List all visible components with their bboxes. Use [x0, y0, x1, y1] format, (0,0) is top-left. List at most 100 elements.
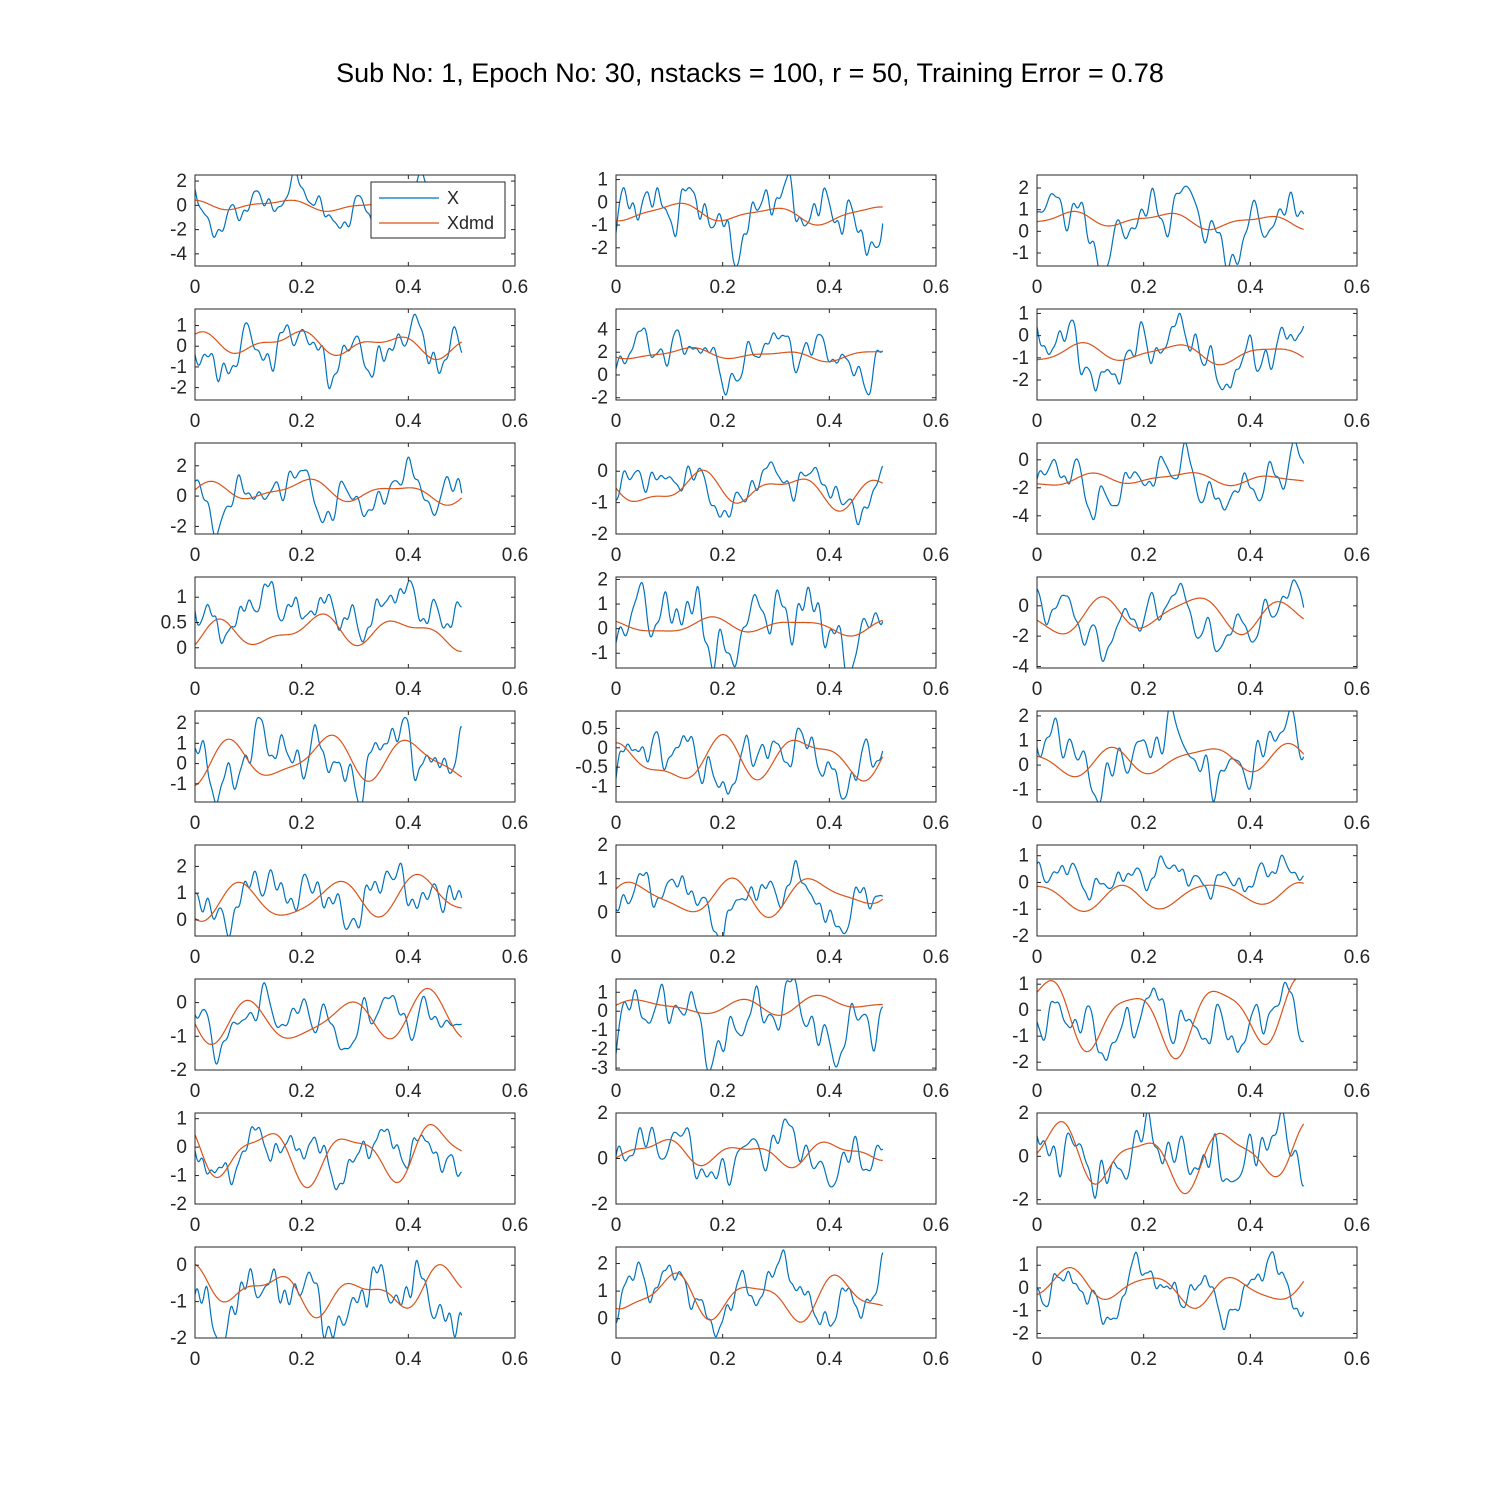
y-tick-label: 1	[597, 982, 608, 1003]
x-tick-label: 0.2	[709, 679, 735, 700]
x-tick-label: 0.4	[1237, 947, 1264, 968]
x-tick-label: 0.6	[502, 1081, 528, 1102]
axes-box	[1036, 576, 1358, 669]
y-tick-label: -2	[170, 220, 187, 241]
subplot-23: 0 0.2 0.4 0.620-2	[591, 1103, 949, 1236]
series-x-line	[616, 327, 884, 396]
y-tick-label: -2	[591, 388, 608, 409]
subplot-16: 0 0.2 0.4 0.6 2 1 0	[176, 844, 528, 968]
y-tick-label: -2	[170, 378, 187, 399]
y-tick-label: 0	[176, 1137, 187, 1158]
x-tick-label: 0	[190, 1215, 201, 1236]
x-tick-label: 0	[611, 679, 622, 700]
y-tick-label: 1	[1018, 846, 1029, 867]
y-tick-label: 1	[1018, 974, 1029, 995]
x-tick-label: 0.2	[1130, 545, 1156, 566]
y-tick-label: 0	[597, 1149, 608, 1170]
subplot-2: 0 0.2 0.4 0.610-1-2	[591, 170, 949, 298]
series-xdmd-line	[195, 613, 462, 653]
x-tick-label: 0.4	[816, 545, 843, 566]
x-tick-label: 0.4	[395, 277, 422, 298]
series-x-line	[1037, 312, 1305, 392]
x-tick-label: 0	[190, 1081, 201, 1102]
y-tick-label: -1	[170, 1166, 187, 1187]
x-tick-label: 0.4	[395, 679, 422, 700]
series-x-line	[1037, 185, 1305, 266]
y-tick-label: 0	[176, 336, 187, 357]
series-x-line	[1037, 443, 1305, 521]
axes-box	[194, 442, 516, 535]
subplot-26: 0 0.2 0.4 0.6 2 1 0	[597, 1246, 949, 1370]
axes-box	[194, 308, 516, 401]
x-tick-label: 0.6	[923, 411, 949, 432]
y-tick-label: -1	[1012, 243, 1029, 264]
series-xdmd-line	[195, 1263, 463, 1319]
x-tick-label: 0.4	[395, 545, 422, 566]
y-tick-label: -3	[591, 1058, 608, 1079]
series-x-line	[616, 175, 884, 266]
x-tick-label: 0	[190, 277, 201, 298]
x-tick-label: 0	[1032, 679, 1043, 700]
y-tick-label: 0.5	[161, 613, 187, 634]
x-tick-label: 0	[190, 679, 201, 700]
series-xdmd-line	[1037, 979, 1297, 1060]
x-tick-label: 0	[1032, 1215, 1043, 1236]
series-x-line	[195, 1125, 462, 1191]
y-tick-label: 0	[597, 1309, 608, 1330]
series-x-line	[195, 456, 463, 534]
x-tick-label: 0.6	[1344, 679, 1370, 700]
y-tick-label: 0	[597, 1001, 608, 1022]
y-tick-label: 1	[1018, 303, 1029, 324]
y-tick-label: 1	[176, 883, 187, 904]
series-xdmd-line	[1037, 210, 1304, 231]
y-tick-label: 1	[176, 733, 187, 754]
y-tick-label: -2	[1012, 1190, 1029, 1211]
series-x-line	[195, 579, 462, 645]
y-tick-label: 0	[1018, 326, 1029, 347]
y-tick-label: -2	[170, 1060, 187, 1081]
x-tick-label: 0.2	[288, 947, 314, 968]
series-xdmd-line	[195, 1124, 462, 1189]
x-tick-label: 0.6	[923, 1081, 949, 1102]
x-tick-label: 0.6	[923, 679, 949, 700]
series-xdmd-line	[1037, 472, 1304, 487]
x-tick-label: 0	[1032, 1081, 1043, 1102]
subplot-9: 0 0.2 0.4 0.6 0 -2 -4	[1012, 442, 1370, 566]
x-tick-label: 0.4	[816, 679, 843, 700]
y-tick-label: -2	[170, 1328, 187, 1349]
series-xdmd-line	[1037, 596, 1305, 636]
x-tick-label: 0.4	[395, 1215, 422, 1236]
y-tick-label: 1	[1018, 200, 1029, 221]
x-tick-label: 0.4	[395, 1349, 422, 1370]
y-tick-label: -2	[591, 238, 608, 259]
x-tick-label: 0	[611, 1081, 622, 1102]
x-tick-label: 0.6	[1344, 1215, 1370, 1236]
axes-box	[615, 576, 937, 669]
subplot-22: 0 0.2 0.4 0.6 1 0 -1 -2	[170, 1109, 528, 1236]
axes-box	[615, 844, 937, 937]
x-tick-label: 0.6	[923, 1215, 949, 1236]
legend-box	[370, 181, 506, 239]
y-tick-label: -2	[1012, 926, 1029, 947]
y-tick-label: 2	[597, 342, 608, 363]
axes-box	[1036, 978, 1358, 1071]
axes-box	[1036, 710, 1358, 803]
x-tick-label: 0.6	[923, 813, 949, 834]
x-tick-label: 0.4	[816, 947, 843, 968]
axes-box	[615, 978, 937, 1071]
x-tick-label: 0.2	[1130, 277, 1156, 298]
series-xdmd-line	[195, 873, 462, 922]
y-tick-label: 4	[597, 319, 608, 340]
y-tick-label: 0	[1018, 755, 1029, 776]
x-tick-label: 0.4	[1237, 1349, 1264, 1370]
x-tick-label: 0	[1032, 947, 1043, 968]
axes-box	[194, 1246, 516, 1339]
series-xdmd-line	[616, 202, 883, 226]
x-tick-label: 0.4	[816, 1215, 843, 1236]
x-tick-label: 0.4	[395, 947, 422, 968]
y-tick-label: -4	[170, 244, 187, 265]
x-tick-label: 0.4	[395, 813, 422, 834]
series-x-line	[195, 313, 463, 390]
